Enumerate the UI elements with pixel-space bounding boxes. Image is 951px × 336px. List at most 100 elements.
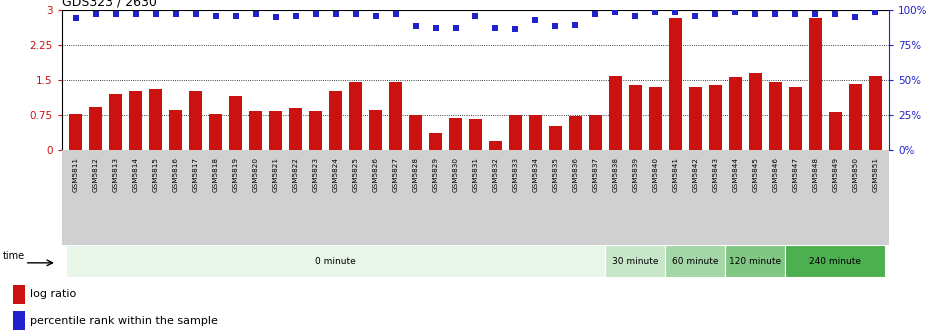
Bar	[369, 110, 382, 150]
Bar	[389, 82, 402, 150]
Point	[88, 11, 104, 17]
Text: GSM5837: GSM5837	[592, 157, 598, 192]
Bar	[489, 141, 502, 150]
Text: GSM5819: GSM5819	[233, 157, 239, 192]
Text: GSM5831: GSM5831	[473, 157, 478, 192]
Text: GSM5825: GSM5825	[353, 157, 359, 192]
Bar	[329, 91, 342, 150]
Point	[747, 11, 763, 17]
Bar	[189, 91, 203, 150]
Point	[648, 10, 663, 15]
Text: 0 minute: 0 minute	[315, 257, 356, 266]
Text: 240 minute: 240 minute	[809, 257, 862, 266]
Point	[628, 13, 643, 18]
Text: GSM5848: GSM5848	[812, 157, 818, 192]
Bar	[169, 110, 183, 150]
Bar	[726, 245, 786, 277]
Point	[668, 10, 683, 15]
Bar	[669, 18, 682, 150]
Text: GSM5849: GSM5849	[832, 157, 838, 192]
Bar	[748, 73, 762, 150]
Bar	[728, 78, 742, 150]
Bar	[609, 76, 622, 150]
Point	[108, 11, 124, 17]
Text: GSM5817: GSM5817	[193, 157, 199, 192]
Point	[308, 11, 323, 17]
Point	[827, 11, 843, 17]
Point	[847, 14, 863, 20]
Point	[867, 10, 883, 15]
Bar	[69, 114, 83, 150]
Text: GSM5816: GSM5816	[173, 157, 179, 192]
Bar	[309, 112, 322, 150]
Bar	[808, 18, 822, 150]
Bar	[666, 245, 726, 277]
Text: 30 minute: 30 minute	[612, 257, 659, 266]
Text: GSM5815: GSM5815	[153, 157, 159, 192]
Point	[428, 25, 443, 31]
Bar	[689, 87, 702, 150]
Text: GSM5839: GSM5839	[632, 157, 638, 192]
Point	[208, 13, 223, 18]
Text: GSM5818: GSM5818	[213, 157, 219, 192]
Text: GSM5812: GSM5812	[93, 157, 99, 192]
Bar	[269, 112, 282, 150]
Text: GSM5814: GSM5814	[133, 157, 139, 192]
Bar	[149, 89, 163, 150]
Bar	[549, 126, 562, 150]
Text: 60 minute: 60 minute	[672, 257, 719, 266]
Bar	[349, 82, 362, 150]
Text: 120 minute: 120 minute	[729, 257, 782, 266]
Bar	[649, 87, 662, 150]
Point	[408, 24, 423, 29]
Point	[128, 11, 144, 17]
Point	[168, 11, 184, 17]
Bar	[768, 82, 782, 150]
Point	[348, 11, 363, 17]
Text: GSM5830: GSM5830	[453, 157, 458, 192]
Point	[548, 24, 563, 29]
Text: GSM5844: GSM5844	[732, 157, 738, 192]
Text: GSM5828: GSM5828	[413, 157, 418, 192]
Text: GSM5835: GSM5835	[553, 157, 558, 192]
Text: GSM5824: GSM5824	[333, 157, 339, 192]
Point	[588, 11, 603, 17]
Bar	[589, 115, 602, 150]
Point	[767, 11, 783, 17]
Bar	[629, 85, 642, 150]
Point	[807, 11, 823, 17]
Point	[228, 13, 243, 18]
Bar	[606, 245, 666, 277]
Text: GSM5842: GSM5842	[692, 157, 698, 192]
Bar	[13, 285, 25, 304]
Text: GDS323 / 2630: GDS323 / 2630	[62, 0, 157, 9]
Point	[448, 25, 463, 31]
Text: GSM5827: GSM5827	[393, 157, 398, 192]
Bar	[786, 245, 885, 277]
Text: percentile rank within the sample: percentile rank within the sample	[29, 316, 218, 326]
Text: GSM5846: GSM5846	[772, 157, 778, 192]
Text: GSM5829: GSM5829	[433, 157, 438, 192]
Bar	[708, 85, 722, 150]
Text: GSM5821: GSM5821	[273, 157, 279, 192]
Point	[288, 13, 303, 18]
Point	[568, 22, 583, 28]
Point	[468, 13, 483, 18]
Bar	[89, 107, 103, 150]
Point	[248, 11, 263, 17]
Bar	[429, 133, 442, 150]
Point	[188, 11, 204, 17]
Point	[148, 11, 164, 17]
Point	[368, 13, 383, 18]
Bar	[289, 108, 302, 150]
Text: GSM5838: GSM5838	[612, 157, 618, 192]
Bar	[129, 91, 143, 150]
Text: GSM5843: GSM5843	[712, 157, 718, 192]
Bar	[848, 84, 862, 150]
Bar	[828, 112, 842, 150]
Bar	[13, 311, 25, 330]
Bar	[469, 119, 482, 150]
Text: GSM5822: GSM5822	[293, 157, 299, 192]
Point	[328, 11, 343, 17]
Text: GSM5834: GSM5834	[533, 157, 538, 192]
